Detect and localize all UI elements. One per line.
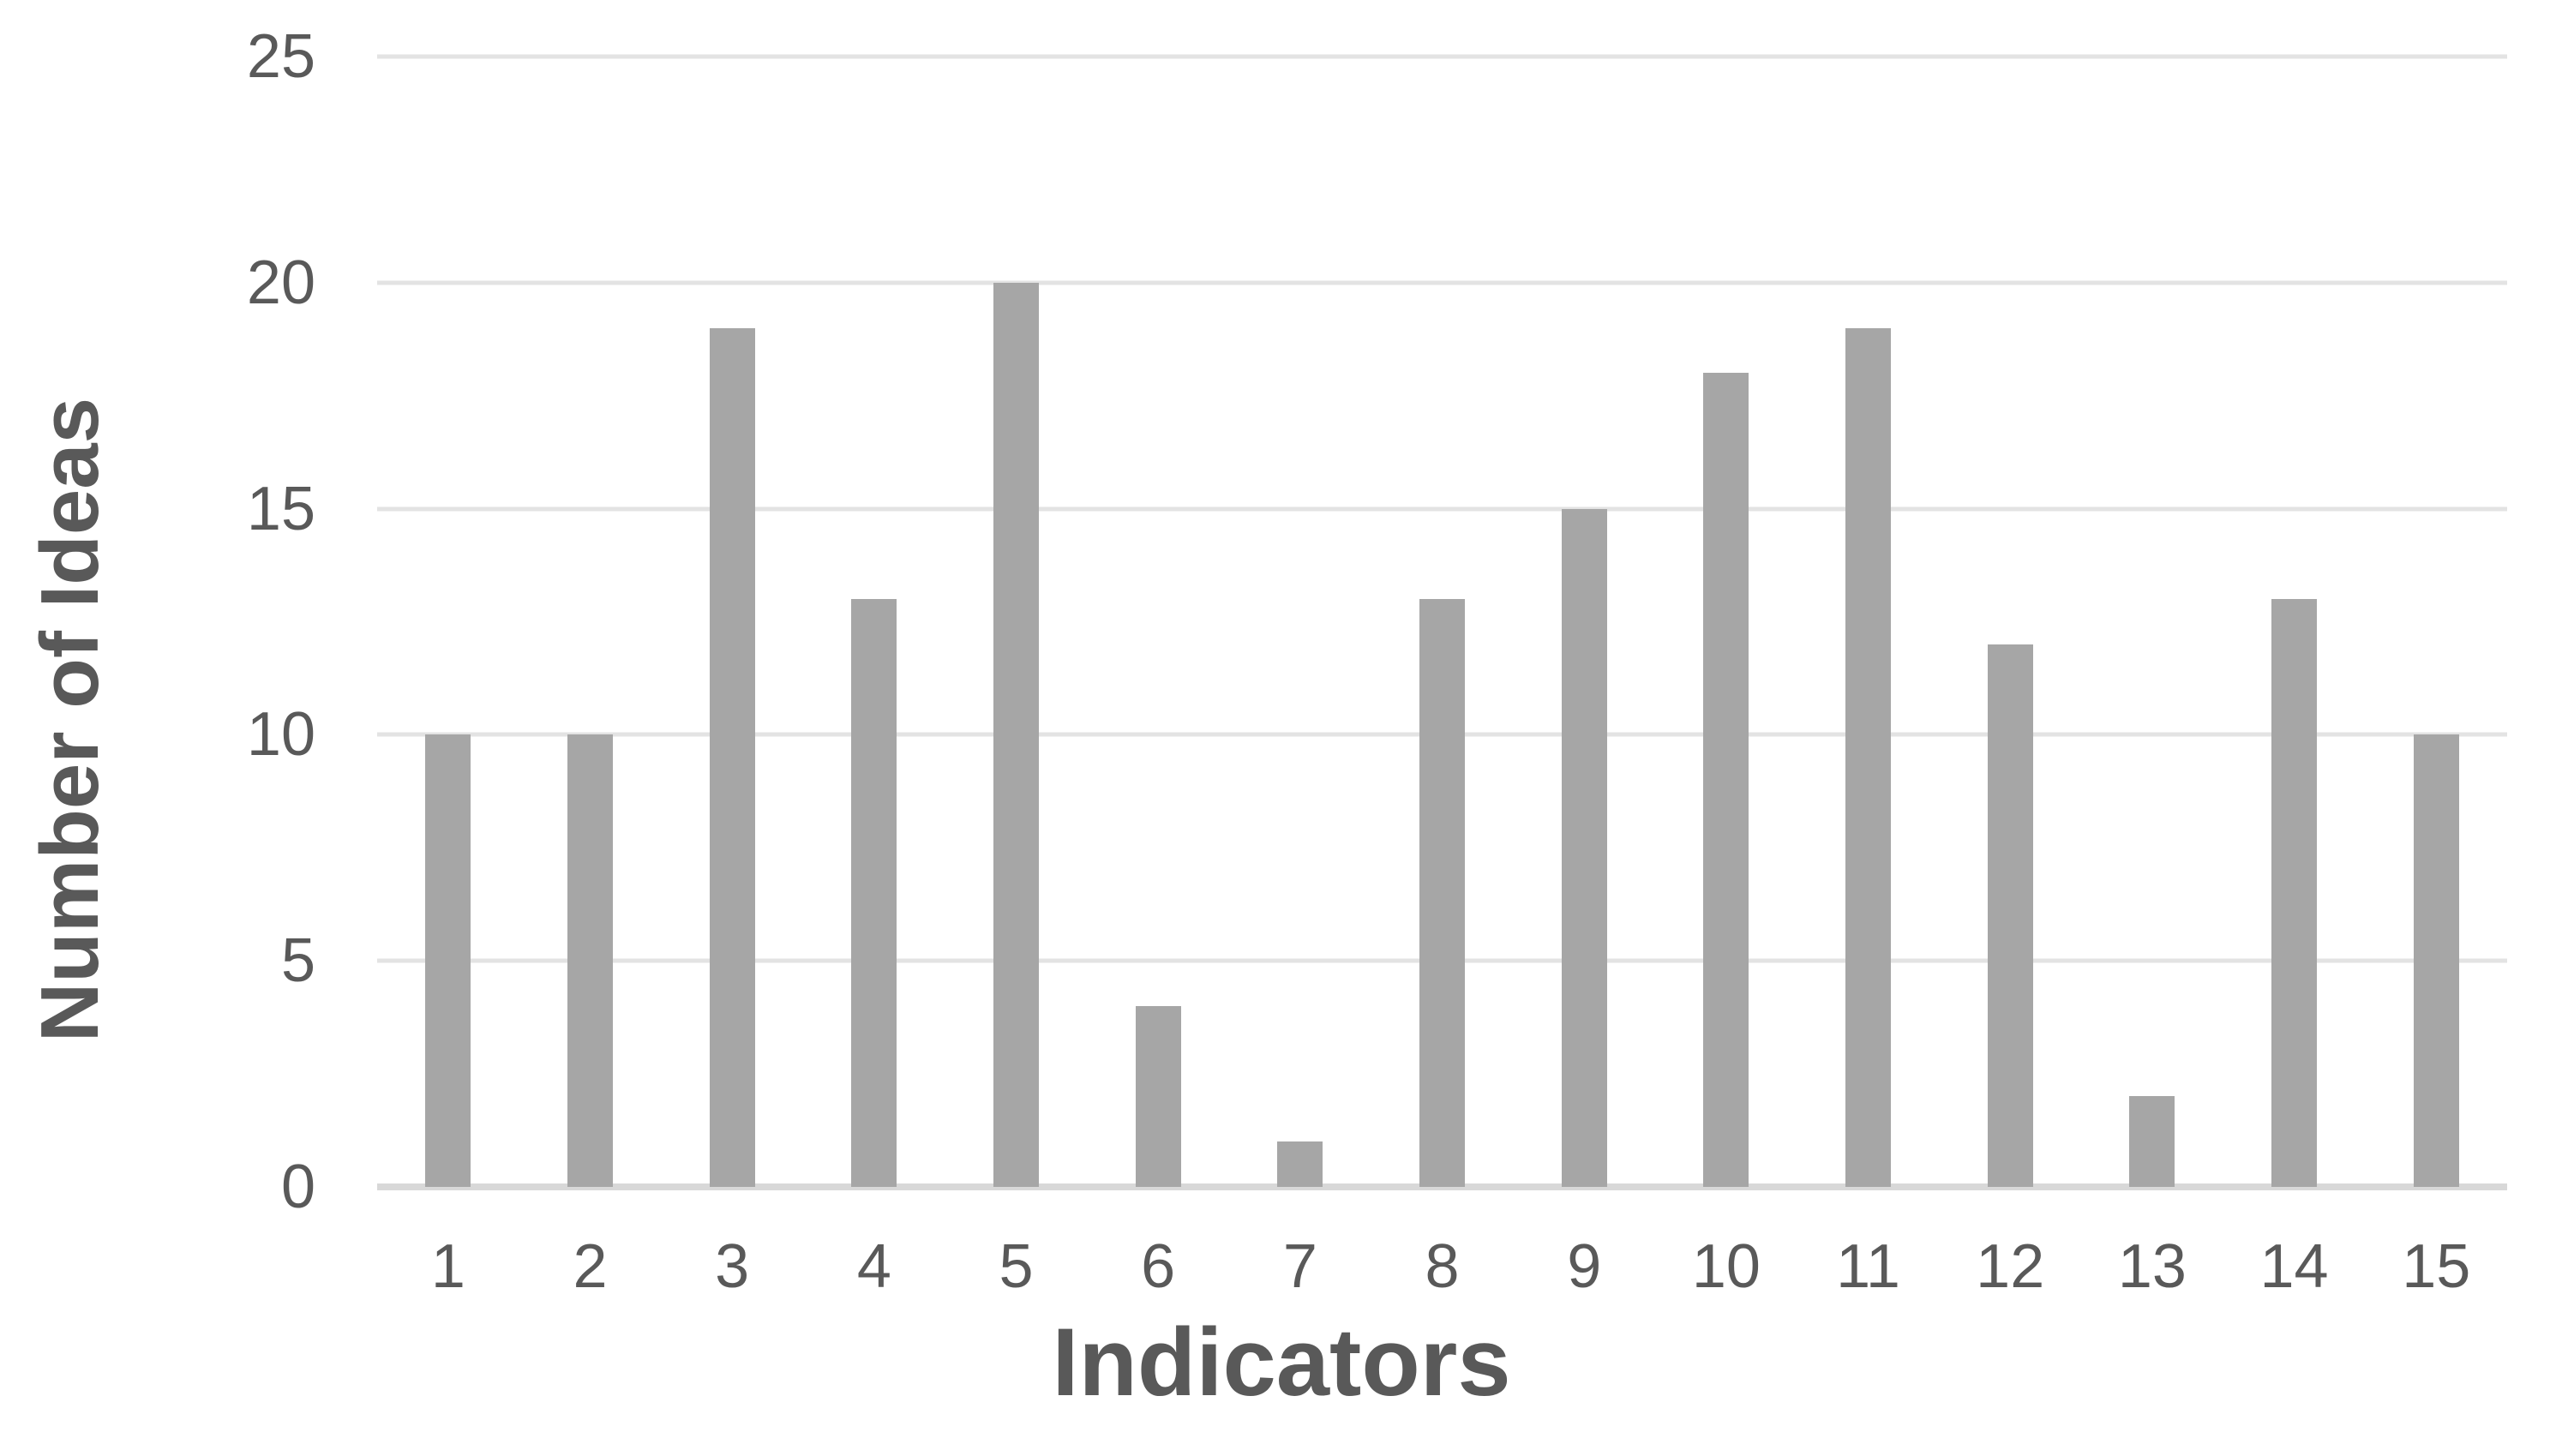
y-tick-label: 20 (246, 248, 315, 317)
bar (425, 734, 471, 1187)
x-tick-label: 2 (573, 1232, 608, 1301)
bars-container (377, 57, 2507, 1187)
x-tick-label: 7 (1282, 1232, 1317, 1301)
x-tick-label: 10 (1691, 1232, 1761, 1301)
x-tick-label: 14 (2259, 1232, 2329, 1301)
bar (1277, 1141, 1323, 1187)
x-tick-label: 11 (1836, 1232, 1900, 1301)
x-axis-title: Indicators (1052, 1309, 1511, 1416)
bar (1419, 599, 1466, 1187)
bar-cell (803, 57, 945, 1187)
y-tick-label: 5 (280, 926, 315, 996)
bar (1845, 327, 1892, 1187)
y-tick-label: 15 (246, 474, 315, 543)
bar (1703, 373, 1749, 1187)
bar (993, 282, 1040, 1187)
x-axis-tick-labels: 1 2 3 4 5 6 7 8 9 10 11 12 13 14 15 (377, 1236, 2507, 1297)
bar (851, 599, 897, 1187)
bar (2271, 599, 2318, 1187)
x-tick-label: 1 (430, 1232, 465, 1301)
y-tick-label: 25 (246, 22, 315, 91)
bar (2413, 734, 2459, 1187)
x-tick-label: 6 (1141, 1232, 1176, 1301)
x-tick-label: 4 (856, 1232, 891, 1301)
bar-cell (2081, 57, 2223, 1187)
bar (709, 327, 755, 1187)
x-tick-label: 3 (715, 1232, 750, 1301)
bar-cell (1087, 57, 1229, 1187)
x-tick-label: 15 (2402, 1232, 2471, 1301)
x-tick-label: 12 (1976, 1232, 2045, 1301)
x-tick-label: 13 (2117, 1232, 2187, 1301)
bar-cell (1513, 57, 1655, 1187)
plot-area (377, 54, 2507, 1190)
bar-cell (1797, 57, 1940, 1187)
x-tick-label: 8 (1425, 1232, 1460, 1301)
gridline (377, 280, 2507, 285)
bar-cell (1229, 57, 1371, 1187)
bar-cell (1939, 57, 2081, 1187)
y-axis-tick-labels: 0 5 10 15 20 25 (0, 26, 315, 1218)
y-tick-label: 0 (280, 1153, 315, 1221)
y-tick-label: 10 (246, 700, 315, 770)
bar-cell (377, 57, 519, 1187)
gridline (377, 54, 2507, 59)
bar-cell (1371, 57, 1514, 1187)
bar (2129, 1096, 2175, 1187)
bar (1135, 1005, 1181, 1187)
bar-cell (2365, 57, 2507, 1187)
x-axis-baseline (377, 1183, 2507, 1190)
bar-cell (519, 57, 662, 1187)
bar-cell (945, 57, 1088, 1187)
bar-cell (2223, 57, 2366, 1187)
bar-cell (661, 57, 803, 1187)
bar-cell (1655, 57, 1797, 1187)
gridline (377, 506, 2507, 512)
bar (1987, 644, 2033, 1187)
bar (1561, 508, 1607, 1187)
x-tick-label: 5 (999, 1232, 1034, 1301)
bar (567, 734, 613, 1187)
x-tick-label: 9 (1567, 1232, 1602, 1301)
